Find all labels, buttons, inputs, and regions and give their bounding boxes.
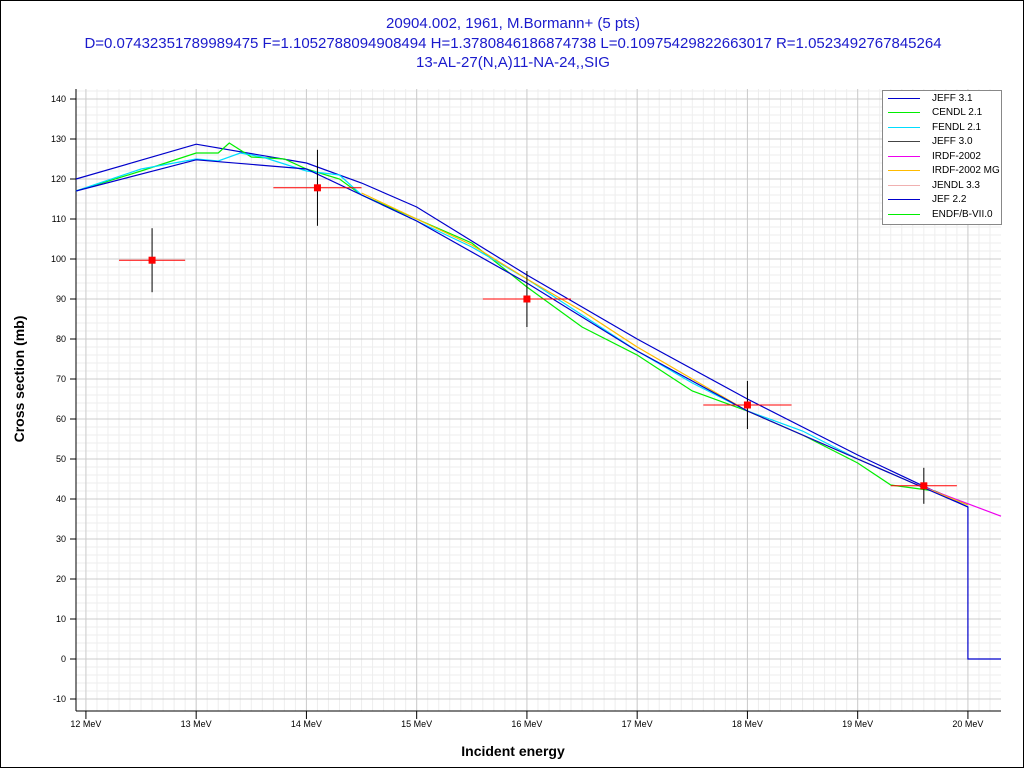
x-tick-label: 19 MeV: [842, 719, 873, 729]
y-tick-label: 130: [51, 134, 66, 144]
x-tick-label: 17 MeV: [622, 719, 653, 729]
data-point: [523, 295, 531, 303]
legend-swatch: [888, 199, 920, 201]
legend-item: FENDL 2.1: [883, 120, 1001, 135]
legend-swatch: [888, 213, 920, 215]
y-tick-label: 140: [51, 94, 66, 104]
x-tick-label: 12 MeV: [70, 719, 101, 729]
plot-background: [76, 89, 1001, 711]
x-axis-label: Incident energy: [461, 743, 565, 759]
legend-swatch: [888, 97, 920, 99]
data-point: [148, 256, 156, 264]
y-tick-label: 20: [56, 574, 66, 584]
series-line-fendl-2-1: [75, 152, 969, 506]
legend-item: IRDF-2002: [883, 149, 1001, 164]
legend-swatch: [888, 126, 920, 128]
legend-label: FENDL 2.1: [932, 121, 982, 133]
y-tick-label: 10: [56, 614, 66, 624]
x-tick-label: 13 MeV: [181, 719, 212, 729]
legend-label: JEF 2.2: [932, 194, 967, 206]
data-point: [313, 184, 321, 192]
y-tick-label: 70: [56, 374, 66, 384]
legend-item: JEF 2.2: [883, 193, 1001, 208]
y-tick-label: 60: [56, 414, 66, 424]
legend-label: JEFF 3.0: [932, 136, 973, 148]
legend-label: CENDL 2.1: [932, 107, 983, 119]
legend-label: ENDF/B-VII.0: [932, 208, 993, 220]
legend-label: IRDF-2002: [932, 150, 981, 162]
y-tick-label: 40: [56, 494, 66, 504]
legend-item: JENDL 3.3: [883, 178, 1001, 193]
legend-swatch: [888, 170, 920, 172]
y-tick-label: 90: [56, 294, 66, 304]
legend-label: JEFF 3.1: [932, 92, 973, 104]
legend-label: JENDL 3.3: [932, 179, 980, 191]
y-tick-label: 30: [56, 534, 66, 544]
y-tick-label: 100: [51, 254, 66, 264]
data-point: [743, 401, 751, 409]
data-point: [920, 482, 928, 490]
chart-title: 20904.002, 1961, M.Bormann+ (5 pts): [386, 15, 640, 32]
y-tick-label: -10: [53, 694, 66, 704]
chart-subtitle-reaction: 13-AL-27(N,A)11-NA-24,,SIG: [416, 54, 610, 71]
legend-swatch: [888, 184, 920, 186]
y-tick-label: 50: [56, 454, 66, 464]
legend-item: ENDF/B-VII.0: [883, 207, 1001, 222]
legend-item: IRDF-2002 MG: [883, 164, 1001, 179]
legend-label: IRDF-2002 MG: [932, 165, 1000, 177]
chart-subtitle-params: D=0.07432351789989475 F=1.10527880949084…: [84, 35, 942, 52]
y-axis-label: Cross section (mb): [11, 315, 27, 443]
y-tick-label: 0: [61, 654, 66, 664]
x-tick-label: 16 MeV: [511, 719, 542, 729]
series-line-jeff-3-1: [75, 143, 1001, 660]
legend: JEFF 3.1 CENDL 2.1 FENDL 2.1 JEFF 3.0 IRDF-2…: [882, 90, 1002, 225]
legend-item: JEFF 3.0: [883, 135, 1001, 150]
legend-swatch: [888, 141, 920, 143]
legend-swatch: [888, 155, 920, 157]
y-tick-label: 110: [52, 214, 66, 224]
legend-swatch: [888, 112, 920, 114]
y-tick-label: 120: [51, 174, 66, 184]
legend-item: CENDL 2.1: [883, 106, 1001, 121]
series-line-cendl-2-1: [75, 142, 969, 506]
legend-item: JEFF 3.1: [883, 91, 1001, 106]
x-tick-label: 15 MeV: [401, 719, 432, 729]
x-tick-label: 18 MeV: [732, 719, 763, 729]
y-tick-label: 80: [56, 334, 66, 344]
x-tick-label: 20 MeV: [952, 719, 983, 729]
x-tick-label: 14 MeV: [291, 719, 322, 729]
